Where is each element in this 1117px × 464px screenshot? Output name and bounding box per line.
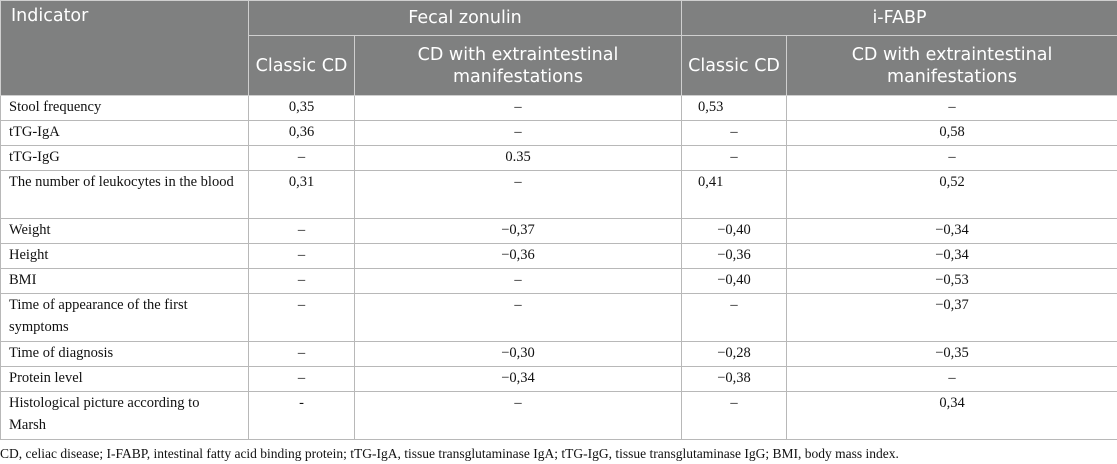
cell-ifabp-extra: 0,34 <box>786 391 1117 440</box>
row-label: Weight <box>0 218 249 244</box>
cell-ifabp-classic: 0,53 <box>681 95 788 121</box>
cell-zonulin-extra: −0,36 <box>353 243 683 269</box>
header-ifabp-cd-extraintestinal: CD with extraintestinal manifestations <box>786 35 1117 96</box>
row-label: Stool frequency <box>0 95 249 121</box>
cell-ifabp-extra: – <box>786 95 1117 121</box>
cell-zonulin-classic: – <box>248 145 355 171</box>
table-footnote: CD, celiac disease; I-FABP, intestinal f… <box>0 446 899 461</box>
table-row: Weight – −0,37 −0,40 −0,34 <box>0 218 1117 244</box>
cell-zonulin-extra: −0,37 <box>353 218 683 244</box>
table-row: tTG-IgG – 0.35 – – <box>0 145 1117 171</box>
header-ifabp-classic-cd: Classic CD <box>681 35 788 96</box>
cell-zonulin-classic: – <box>248 293 355 342</box>
cell-ifabp-classic: – <box>681 120 788 146</box>
row-label: tTG-IgA <box>0 120 249 146</box>
cell-ifabp-extra: 0,58 <box>786 120 1117 146</box>
table-header: Indicator Fecal zonulin i-FABP Classic C… <box>0 0 1117 96</box>
table-row: Height – −0,36 −0,36 −0,34 <box>0 243 1117 269</box>
cell-zonulin-extra: −0,30 <box>353 341 683 367</box>
row-label: Time of appearance of the first symptoms <box>0 293 249 342</box>
header-row-groups: Indicator Fecal zonulin i-FABP <box>0 0 1117 96</box>
cell-zonulin-classic: 0,35 <box>248 95 355 121</box>
table-row: The number of leukocytes in the blood 0,… <box>0 170 1117 219</box>
row-label: Histological picture according to Marsh <box>0 391 249 440</box>
row-label: Time of diagnosis <box>0 341 249 367</box>
table-row: Protein level – −0,34 −0,38 – <box>0 366 1117 392</box>
cell-zonulin-classic: 0,36 <box>248 120 355 146</box>
cell-zonulin-extra: 0.35 <box>353 145 683 171</box>
cell-ifabp-classic: 0,41 <box>681 170 788 219</box>
cell-ifabp-extra: 0,52 <box>786 170 1117 219</box>
cell-ifabp-classic: −0,28 <box>681 341 788 367</box>
cell-zonulin-extra: – <box>353 120 683 146</box>
table-row: BMI – – −0,40 −0,53 <box>0 268 1117 294</box>
table-row: Time of appearance of the first symptoms… <box>0 293 1117 342</box>
table-row: Histological picture according to Marsh … <box>0 391 1117 440</box>
header-i-fabp: i-FABP <box>681 0 1117 36</box>
cell-zonulin-classic: – <box>248 366 355 392</box>
header-zonulin-cd-extraintestinal: CD with extraintestinal manifestations <box>353 35 683 96</box>
cell-zonulin-extra: – <box>353 170 683 219</box>
cell-zonulin-extra: – <box>353 293 683 342</box>
header-indicator: Indicator <box>0 0 249 96</box>
cell-ifabp-classic: −0,40 <box>681 218 788 244</box>
cell-ifabp-extra: −0,37 <box>786 293 1117 342</box>
header-fecal-zonulin: Fecal zonulin <box>247 0 683 36</box>
cell-ifabp-extra: −0,35 <box>786 341 1117 367</box>
cell-zonulin-classic: - <box>248 391 355 440</box>
cell-ifabp-classic: – <box>681 293 788 342</box>
row-label: BMI <box>0 268 249 294</box>
cell-ifabp-extra: −0,34 <box>786 218 1117 244</box>
row-label: tTG-IgG <box>0 145 249 171</box>
cell-zonulin-classic: – <box>248 218 355 244</box>
cell-ifabp-extra: – <box>786 145 1117 171</box>
table-body: Stool frequency 0,35 – 0,53 – tTG-IgA 0,… <box>0 95 1117 440</box>
cell-ifabp-extra: −0,53 <box>786 268 1117 294</box>
cell-ifabp-extra: −0,34 <box>786 243 1117 269</box>
cell-ifabp-classic: −0,36 <box>681 243 788 269</box>
cell-ifabp-classic: −0,38 <box>681 366 788 392</box>
cell-zonulin-classic: – <box>248 243 355 269</box>
header-row-subgroups: Classic CD CD with extraintestinal manif… <box>1 35 1117 96</box>
correlation-table: Indicator Fecal zonulin i-FABP Classic C… <box>0 0 1117 440</box>
cell-zonulin-extra: – <box>353 268 683 294</box>
table-row: tTG-IgA 0,36 – – 0,58 <box>0 120 1117 146</box>
cell-zonulin-extra: −0,34 <box>353 366 683 392</box>
cell-zonulin-classic: – <box>248 341 355 367</box>
header-zonulin-classic-cd: Classic CD <box>248 35 355 96</box>
cell-ifabp-classic: −0,40 <box>681 268 788 294</box>
cell-ifabp-classic: – <box>681 391 788 440</box>
cell-ifabp-extra: – <box>786 366 1117 392</box>
row-label: Protein level <box>0 366 249 392</box>
table-row: Time of diagnosis – −0,30 −0,28 −0,35 <box>0 341 1117 367</box>
cell-ifabp-classic: – <box>681 145 788 171</box>
cell-zonulin-extra: – <box>353 95 683 121</box>
cell-zonulin-extra: – <box>353 391 683 440</box>
cell-zonulin-classic: 0,31 <box>248 170 355 219</box>
cell-zonulin-classic: – <box>248 268 355 294</box>
row-label: Height <box>0 243 249 269</box>
table-row: Stool frequency 0,35 – 0,53 – <box>0 95 1117 121</box>
row-label: The number of leukocytes in the blood <box>0 170 249 219</box>
